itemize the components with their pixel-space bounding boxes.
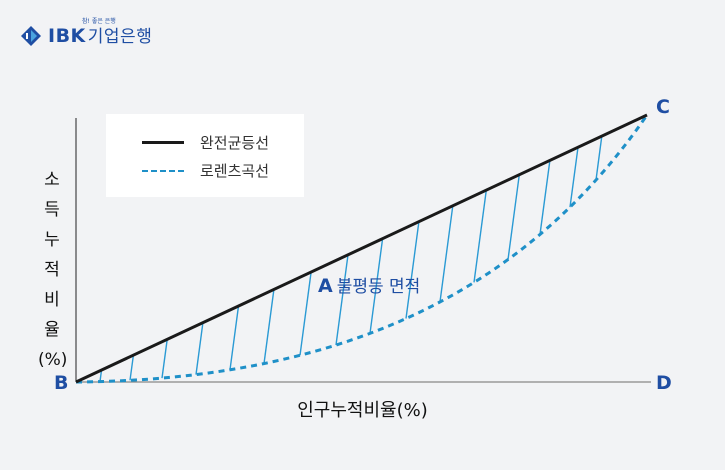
point-b-label: B bbox=[54, 372, 69, 394]
legend-item-lorenz: 로렌츠곡선 bbox=[142, 160, 269, 181]
hatch-line-2 bbox=[129, 355, 135, 381]
logo-brand-en: IBK bbox=[48, 25, 86, 47]
logo-brand-kor: 기업은행 bbox=[87, 27, 153, 47]
hatch-line-6 bbox=[263, 289, 275, 364]
ibk-logo-icon bbox=[21, 26, 41, 46]
hatch-line-3 bbox=[161, 339, 168, 379]
ibk-logo: 참! 좋은 은행 IBK 기업은행 bbox=[20, 16, 152, 47]
hatch-line-16 bbox=[595, 136, 603, 181]
hatch-line-7 bbox=[299, 272, 312, 356]
hatch-line-14 bbox=[539, 160, 551, 235]
legend-label-equality: 완전균등선 bbox=[200, 134, 270, 152]
y-axis-label: 소득누적비율(%) bbox=[38, 170, 68, 370]
equality-line bbox=[75, 113, 648, 384]
hatch-line-10 bbox=[405, 221, 420, 319]
lorenz-curve bbox=[75, 114, 649, 384]
logo-brand: IBK 기업은행 bbox=[48, 26, 152, 47]
hatch-line-8 bbox=[335, 254, 349, 346]
inequality-hatching bbox=[99, 136, 603, 382]
x-axis-label: 인구누적비율(%) bbox=[297, 400, 428, 421]
legend-swatch-equality bbox=[142, 141, 184, 144]
hatch-line-11 bbox=[439, 205, 454, 302]
hatch-line-4 bbox=[195, 322, 204, 375]
hatch-line-5 bbox=[229, 305, 240, 370]
legend-label-lorenz: 로렌츠곡선 bbox=[200, 162, 270, 180]
hatch-line-13 bbox=[507, 174, 520, 260]
legend-item-equality: 완전균등선 bbox=[142, 132, 269, 153]
hatch-line-1 bbox=[99, 370, 103, 382]
inequality-area-label: A 불평등 면적 bbox=[318, 272, 420, 297]
hatch-line-15 bbox=[569, 147, 579, 208]
hatch-line-9 bbox=[369, 238, 384, 334]
legend-swatch-lorenz bbox=[142, 169, 184, 172]
point-d-label: D bbox=[656, 372, 672, 394]
hatch-line-12 bbox=[473, 190, 487, 283]
logo-slogan: 참! 좋은 은행 bbox=[82, 18, 116, 25]
area-text: 불평등 면적 bbox=[336, 277, 421, 297]
area-letter: A bbox=[318, 275, 333, 297]
point-c-label: C bbox=[656, 96, 670, 118]
legend: 완전균등선 로렌츠곡선 bbox=[106, 114, 304, 197]
